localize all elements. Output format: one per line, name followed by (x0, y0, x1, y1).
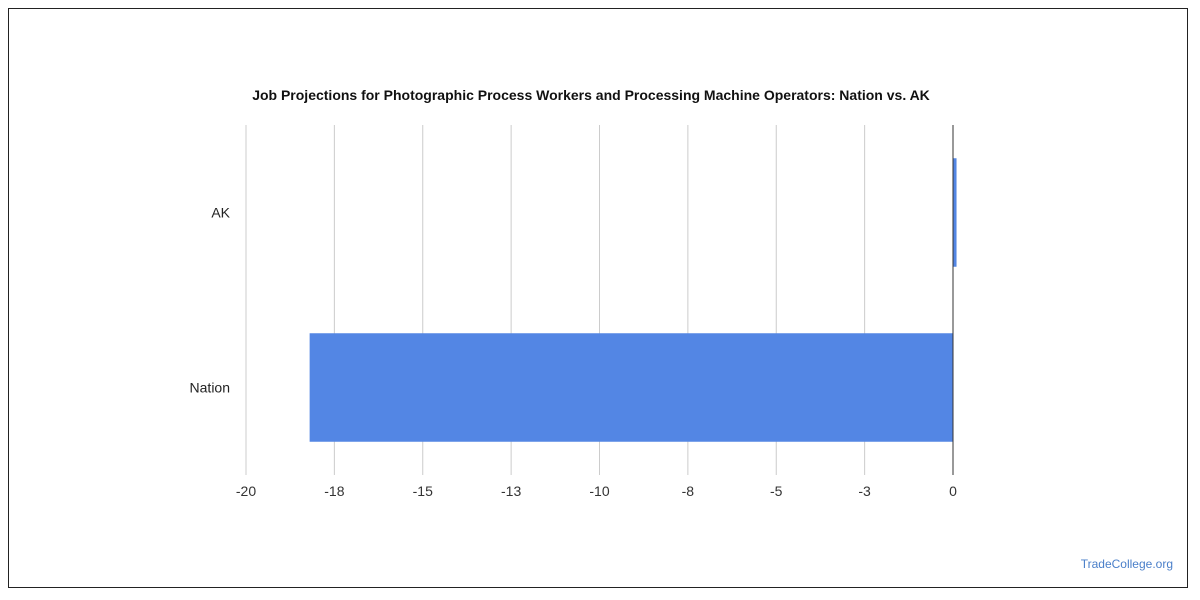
x-tick-label: -10 (589, 483, 609, 499)
bar-chart: Job Projections for Photographic Process… (190, 87, 958, 499)
x-tick-label: -3 (858, 483, 871, 499)
category-labels: AK Nation (190, 205, 231, 396)
x-tick-label: -15 (413, 483, 433, 499)
bar-nation (309, 333, 953, 442)
category-label: AK (211, 205, 230, 221)
category-label: Nation (190, 380, 230, 396)
chart-title: Job Projections for Photographic Process… (252, 87, 930, 103)
x-tick-label: 0 (949, 483, 957, 499)
x-tick-label: -18 (324, 483, 344, 499)
x-tick-label: -5 (770, 483, 783, 499)
chart-frame: Job Projections for Photographic Process… (8, 8, 1188, 588)
x-tick-label: -8 (682, 483, 695, 499)
x-tick-label: -13 (501, 483, 521, 499)
gridlines (245, 125, 866, 475)
bars (309, 158, 957, 442)
x-tick-label: -20 (236, 483, 256, 499)
watermark: TradeCollege.org (1080, 557, 1173, 571)
x-tick-labels: -20 -18 -15 -13 -10 -8 -5 -3 0 (236, 483, 957, 499)
bar-ak (953, 158, 957, 267)
